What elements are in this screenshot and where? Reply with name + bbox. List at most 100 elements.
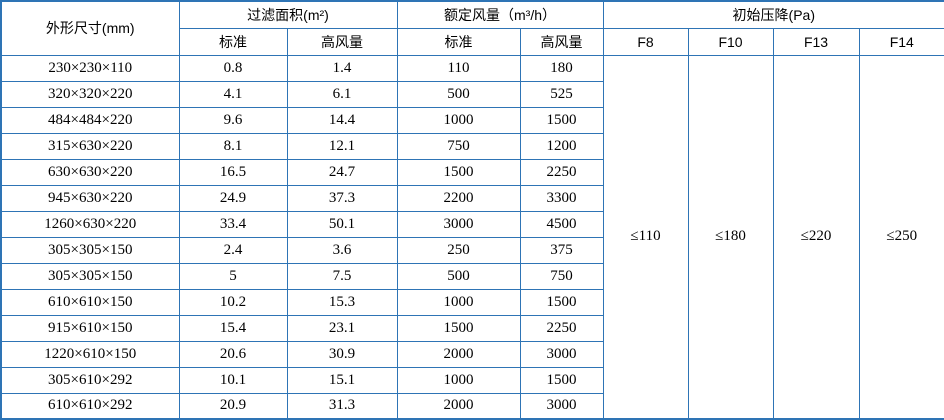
- flow-high-cell: 2250: [519, 158, 604, 186]
- flow-standard-cell: 1000: [396, 106, 521, 134]
- flow-standard-cell: 110: [396, 54, 521, 82]
- subheader-area-standard: 标准: [178, 27, 288, 56]
- dimension-cell: 315×630×220: [0, 132, 180, 160]
- dimension-cell: 320×320×220: [0, 80, 180, 108]
- area-standard-cell: 20.6: [178, 340, 288, 368]
- flow-standard-cell: 1000: [396, 288, 521, 316]
- header-filter-area: 过滤面积(m²): [178, 0, 398, 29]
- header-rated-airflow: 额定风量（m³/h）: [396, 0, 604, 29]
- header-initial-pressure: 初始压降(Pa): [602, 0, 944, 29]
- subheader-f8: F8: [602, 27, 689, 56]
- area-high-cell: 15.1: [286, 366, 398, 394]
- table-row: 230×230×110 0.8 1.4 110 180 ≤110 ≤180 ≤2…: [0, 54, 944, 420]
- flow-standard-cell: 2000: [396, 340, 521, 368]
- flow-standard-cell: 2200: [396, 184, 521, 212]
- flow-standard-cell: 750: [396, 132, 521, 160]
- flow-standard-cell: 1500: [396, 314, 521, 342]
- subheader-area-high: 高风量: [286, 27, 398, 56]
- flow-high-cell: 3300: [519, 184, 604, 212]
- subheader-flow-high: 高风量: [519, 27, 604, 56]
- dimension-cell: 305×610×292: [0, 366, 180, 394]
- area-standard-cell: 10.2: [178, 288, 288, 316]
- area-standard-cell: 9.6: [178, 106, 288, 134]
- dimension-cell: 305×305×150: [0, 236, 180, 264]
- area-high-cell: 50.1: [286, 210, 398, 238]
- flow-high-cell: 3000: [519, 340, 604, 368]
- table-row: 915×610×150 15.4 23.1 1500 2250: [0, 314, 944, 342]
- dimension-cell: 484×484×220: [0, 106, 180, 134]
- flow-standard-cell: 2000: [396, 392, 521, 420]
- area-standard-cell: 33.4: [178, 210, 288, 238]
- flow-high-cell: 375: [519, 236, 604, 264]
- table-row: 315×630×220 8.1 12.1 750 1200: [0, 132, 944, 160]
- area-standard-cell: 8.1: [178, 132, 288, 160]
- flow-standard-cell: 1500: [396, 158, 521, 186]
- table-row: 610×610×150 10.2 15.3 1000 1500: [0, 288, 944, 316]
- flow-standard-cell: 3000: [396, 210, 521, 238]
- header-dimensions: 外形尺寸(mm): [0, 0, 180, 56]
- subheader-flow-standard: 标准: [396, 27, 521, 56]
- dimension-cell: 1220×610×150: [0, 340, 180, 368]
- area-standard-cell: 5: [178, 262, 288, 290]
- area-standard-cell: 20.9: [178, 392, 288, 420]
- header-row-groups: 外形尺寸(mm) 过滤面积(m²) 额定风量（m³/h） 初始压降(Pa): [0, 0, 944, 56]
- flow-standard-cell: 500: [396, 80, 521, 108]
- table-row: 1220×610×150 20.6 30.9 2000 3000: [0, 340, 944, 368]
- pressure-f10-cell: ≤180: [687, 54, 774, 420]
- flow-standard-cell: 500: [396, 262, 521, 290]
- flow-high-cell: 180: [519, 54, 604, 82]
- header-row-sub: 标准 高风量 标准 高风量 F8 F10 F13 F14: [1, 27, 944, 56]
- area-standard-cell: 0.8: [178, 54, 288, 82]
- dimension-cell: 915×610×150: [0, 314, 180, 342]
- area-high-cell: 1.4: [286, 54, 398, 82]
- dimension-cell: 305×305×150: [0, 262, 180, 290]
- area-standard-cell: 15.4: [178, 314, 288, 342]
- area-high-cell: 15.3: [286, 288, 398, 316]
- flow-high-cell: 4500: [519, 210, 604, 238]
- area-standard-cell: 2.4: [178, 236, 288, 264]
- flow-standard-cell: 1000: [396, 366, 521, 394]
- pressure-f8-cell: ≤110: [602, 54, 689, 420]
- flow-standard-cell: 250: [396, 236, 521, 264]
- area-standard-cell: 24.9: [178, 184, 288, 212]
- table-row: 320×320×220 4.1 6.1 500 525: [0, 80, 944, 108]
- dimension-cell: 230×230×110: [0, 54, 180, 82]
- flow-high-cell: 750: [519, 262, 604, 290]
- table-row: 484×484×220 9.6 14.4 1000 1500: [0, 106, 944, 134]
- area-high-cell: 31.3: [286, 392, 398, 420]
- area-high-cell: 7.5: [286, 262, 398, 290]
- dimension-cell: 1260×630×220: [0, 210, 180, 238]
- area-high-cell: 30.9: [286, 340, 398, 368]
- pressure-f13-cell: ≤220: [772, 54, 860, 420]
- area-standard-cell: 16.5: [178, 158, 288, 186]
- area-high-cell: 37.3: [286, 184, 398, 212]
- table-row: 945×630×220 24.9 37.3 2200 3300: [0, 184, 944, 212]
- subheader-f10: F10: [687, 27, 774, 56]
- table-row: 1260×630×220 33.4 50.1 3000 4500: [0, 210, 944, 238]
- flow-high-cell: 1500: [519, 106, 604, 134]
- area-standard-cell: 4.1: [178, 80, 288, 108]
- flow-high-cell: 3000: [519, 392, 604, 420]
- area-standard-cell: 10.1: [178, 366, 288, 394]
- dimension-cell: 945×630×220: [0, 184, 180, 212]
- flow-high-cell: 1200: [519, 132, 604, 160]
- dimension-cell: 610×610×150: [0, 288, 180, 316]
- subheader-f14: F14: [858, 27, 944, 56]
- table-row: 305×305×150 2.4 3.6 250 375: [0, 236, 944, 264]
- flow-high-cell: 525: [519, 80, 604, 108]
- area-high-cell: 3.6: [286, 236, 398, 264]
- flow-high-cell: 1500: [519, 366, 604, 394]
- table-row: 305×305×150 5 7.5 500 750: [0, 262, 944, 290]
- subheader-f13: F13: [772, 27, 860, 56]
- area-high-cell: 14.4: [286, 106, 398, 134]
- area-high-cell: 6.1: [286, 80, 398, 108]
- area-high-cell: 23.1: [286, 314, 398, 342]
- dimension-cell: 610×610×292: [0, 392, 180, 420]
- flow-high-cell: 2250: [519, 314, 604, 342]
- dimension-cell: 630×630×220: [0, 158, 180, 186]
- area-high-cell: 12.1: [286, 132, 398, 160]
- area-high-cell: 24.7: [286, 158, 398, 186]
- pressure-f14-cell: ≤250: [858, 54, 944, 420]
